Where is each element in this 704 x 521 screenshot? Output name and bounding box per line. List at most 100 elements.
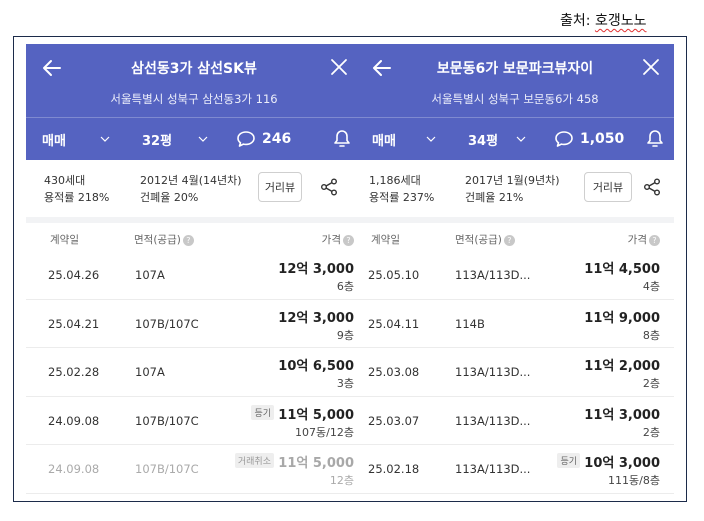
transaction-table-header: 계약일 면적(공급)? 가격? bbox=[356, 223, 674, 251]
chevron-down-icon bbox=[516, 136, 526, 142]
supply-area: 113A/113D... bbox=[455, 268, 531, 282]
trade-price: 11억 5,000 bbox=[278, 456, 354, 471]
bell-icon bbox=[647, 130, 663, 147]
column-price: 가격? bbox=[322, 232, 354, 247]
supply-area: 113A/113D... bbox=[455, 365, 531, 379]
street-view-button[interactable]: 거리뷰 bbox=[584, 172, 632, 202]
floor: 6층 bbox=[336, 280, 354, 293]
contract-date: 25.04.26 bbox=[48, 268, 100, 282]
household-count: 1,186세대 bbox=[369, 174, 421, 187]
floor-area-ratio: 용적률 237% bbox=[369, 191, 435, 204]
column-price-label: 가격 bbox=[321, 234, 341, 246]
contract-date: 25.03.07 bbox=[368, 413, 420, 428]
size-select[interactable]: 34평 bbox=[450, 118, 540, 160]
complex-summary: 1,186세대 용적률 237% 2017년 1월(9년차) 건폐율 21% 거… bbox=[356, 160, 674, 217]
column-area-label: 면적(공급) bbox=[455, 234, 502, 246]
registered-badge: 등기 bbox=[251, 404, 274, 420]
complex-panel-left: 삼선동3가 삼선SK뷰 서울특별시 성북구 삼선동3가 116 매매 32평 2… bbox=[26, 44, 362, 501]
contract-date: 25.05.10 bbox=[368, 268, 420, 282]
comment-icon bbox=[237, 131, 255, 147]
complex-panel-right: 보문동6가 보문파크뷰자이 서울특별시 성북구 보문동6가 458 매매 34평… bbox=[356, 44, 674, 501]
trade-type-label: 매매 bbox=[372, 133, 396, 149]
chevron-down-icon bbox=[198, 136, 208, 142]
filter-tabs: 매매 34평 1,050 bbox=[356, 117, 674, 160]
transaction-table-header: 계약일 면적(공급)? 가격? bbox=[26, 223, 362, 251]
bell-icon bbox=[334, 130, 350, 147]
comment-count: 246 bbox=[262, 131, 292, 147]
source-caption: 출처: 호갱노노 bbox=[560, 10, 646, 30]
street-view-button[interactable]: 거리뷰 bbox=[258, 172, 302, 202]
transaction-row[interactable]: 24.09.08 107B/107C 등기 11억 5,000 107동/12층 bbox=[26, 397, 362, 445]
close-icon[interactable] bbox=[328, 56, 350, 78]
supply-area: 107A bbox=[135, 268, 165, 282]
comment-icon bbox=[555, 131, 573, 147]
share-icon[interactable] bbox=[319, 177, 339, 197]
trade-price: 12억 3,000 bbox=[278, 310, 354, 326]
supply-area: 107B/107C bbox=[135, 413, 199, 428]
column-price-label: 가격 bbox=[627, 234, 647, 246]
column-area: 면적(공급)? bbox=[134, 232, 194, 247]
building-coverage-ratio: 건폐율 20% bbox=[140, 191, 199, 204]
chevron-down-icon bbox=[100, 136, 110, 142]
share-icon[interactable] bbox=[642, 177, 662, 197]
section-divider bbox=[26, 217, 362, 223]
summary-right: 2017년 1월(9년차) 건폐율 21% bbox=[465, 172, 560, 206]
transaction-row[interactable]: 25.04.26 107A 12억 3,000 6층 bbox=[26, 251, 362, 300]
size-select[interactable]: 32평 bbox=[124, 118, 222, 160]
back-arrow-icon[interactable] bbox=[370, 56, 394, 80]
transaction-row[interactable]: 25.02.18 113A/113D... 등기 10억 3,000 111동/… bbox=[356, 445, 674, 494]
comments-button[interactable]: 246 bbox=[222, 118, 322, 160]
trade-type-select[interactable]: 매매 bbox=[26, 118, 124, 160]
trade-type-select[interactable]: 매매 bbox=[356, 118, 450, 160]
notification-button[interactable] bbox=[322, 118, 362, 160]
notification-button[interactable] bbox=[636, 118, 674, 160]
complex-summary: 430세대 용적률 218% 2012년 4월(14년차) 건폐율 20% 거리… bbox=[26, 160, 362, 217]
contract-date: 25.03.08 bbox=[368, 365, 420, 379]
supply-area: 107B/107C bbox=[135, 462, 199, 476]
floor-area-ratio: 용적률 218% bbox=[44, 191, 110, 204]
contract-date: 25.02.18 bbox=[368, 462, 420, 476]
column-price: 가격? bbox=[628, 232, 660, 247]
back-arrow-icon[interactable] bbox=[40, 56, 64, 80]
floor: 2층 bbox=[642, 377, 660, 390]
trade-price: 11억 4,500 bbox=[584, 262, 660, 277]
help-icon[interactable]: ? bbox=[343, 234, 354, 246]
registered-badge: 등기 bbox=[557, 453, 580, 468]
summary-left: 1,186세대 용적률 237% bbox=[369, 172, 434, 206]
transaction-row-cancelled[interactable]: 24.09.08 107B/107C 거래취소 11억 5,000 12층 bbox=[26, 445, 362, 494]
transaction-row[interactable]: 25.02.28 107A 10억 6,500 3층 bbox=[26, 348, 362, 397]
building-coverage-ratio: 건폐율 21% bbox=[465, 191, 524, 204]
floor: 12층 bbox=[329, 474, 354, 487]
help-icon[interactable]: ? bbox=[503, 234, 515, 246]
comments-button[interactable]: 1,050 bbox=[540, 118, 636, 160]
transaction-list: 25.05.10 113A/113D... 11억 4,500 4층 25.04… bbox=[356, 251, 674, 494]
cancelled-badge: 거래취소 bbox=[234, 453, 274, 468]
contract-date: 25.02.28 bbox=[48, 365, 100, 379]
contract-date: 24.09.08 bbox=[48, 413, 100, 428]
complex-address: 서울특별시 성북구 보문동6가 458 bbox=[431, 92, 599, 106]
transaction-row[interactable]: 25.04.21 107B/107C 12억 3,000 9층 bbox=[26, 300, 362, 348]
transaction-row[interactable]: 25.04.11 114B 11억 9,000 8층 bbox=[356, 300, 674, 348]
transaction-row[interactable]: 25.03.07 113A/113D... 11억 3,000 2층 bbox=[356, 397, 674, 445]
supply-area: 113A/113D... bbox=[455, 413, 531, 428]
floor: 107동/12층 bbox=[295, 425, 354, 439]
column-area-label: 면적(공급) bbox=[134, 234, 181, 246]
filter-tabs: 매매 32평 246 bbox=[26, 117, 362, 160]
column-date: 계약일 bbox=[371, 234, 400, 246]
transaction-row[interactable]: 25.05.10 113A/113D... 11억 4,500 4층 bbox=[356, 251, 674, 300]
complex-address: 서울특별시 성북구 삼선동3가 116 bbox=[110, 92, 278, 106]
trade-price: 11억 3,000 bbox=[584, 407, 660, 423]
floor: 9층 bbox=[336, 328, 354, 342]
column-area: 면적(공급)? bbox=[455, 232, 515, 247]
trade-price: 11억 5,000 bbox=[278, 407, 354, 423]
transaction-list: 25.04.26 107A 12억 3,000 6층 25.04.21 107B… bbox=[26, 251, 362, 494]
floor: 8층 bbox=[642, 328, 660, 342]
close-icon[interactable] bbox=[640, 56, 662, 78]
trade-price: 11억 2,000 bbox=[584, 359, 660, 374]
help-icon[interactable]: ? bbox=[649, 234, 660, 246]
help-icon[interactable]: ? bbox=[182, 234, 194, 246]
source-name: 호갱노노 bbox=[594, 13, 647, 29]
contract-date: 25.04.21 bbox=[48, 316, 100, 331]
supply-area: 114B bbox=[455, 316, 485, 331]
transaction-row[interactable]: 25.03.08 113A/113D... 11억 2,000 2층 bbox=[356, 348, 674, 397]
